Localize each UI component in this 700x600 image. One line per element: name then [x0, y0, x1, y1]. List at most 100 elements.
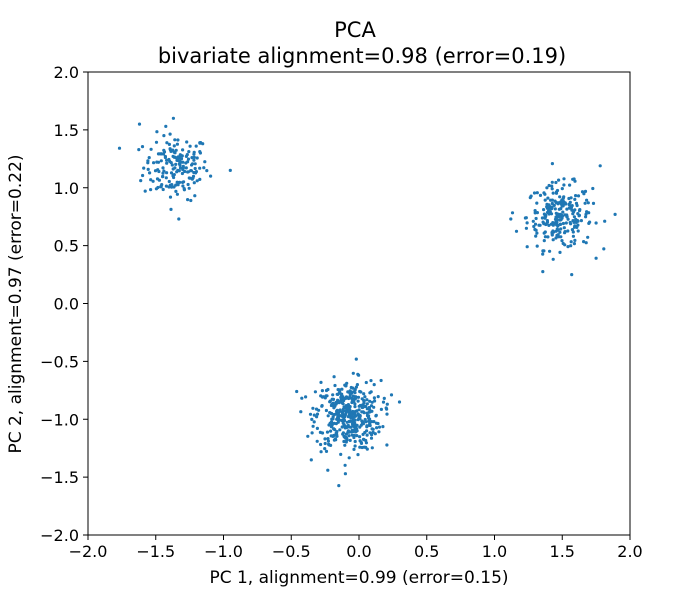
- data-point: [364, 445, 368, 449]
- data-point: [553, 199, 557, 203]
- data-point: [161, 174, 165, 179]
- data-point: [365, 407, 369, 411]
- data-point: [300, 396, 304, 400]
- data-point: [194, 144, 198, 148]
- data-point: [343, 463, 347, 467]
- data-point: [352, 447, 356, 451]
- data-point: [584, 212, 588, 216]
- data-point: [324, 449, 329, 453]
- data-point: [155, 160, 159, 164]
- data-point: [339, 393, 344, 397]
- data-point: [594, 221, 598, 225]
- data-point: [172, 175, 176, 180]
- data-point: [187, 176, 191, 180]
- data-point: [186, 157, 191, 161]
- data-point: [560, 239, 564, 243]
- data-point: [331, 397, 336, 401]
- data-point: [353, 439, 357, 444]
- data-point: [525, 245, 529, 249]
- data-point: [556, 228, 560, 232]
- data-point: [552, 203, 556, 207]
- data-point: [372, 383, 376, 387]
- y-tick-label: 0.0: [54, 295, 79, 314]
- data-point: [181, 166, 185, 170]
- data-point: [559, 227, 563, 231]
- data-point: [148, 171, 152, 175]
- x-tick-label: 0.5: [414, 542, 439, 561]
- data-point: [385, 402, 389, 406]
- data-point: [182, 187, 186, 191]
- data-point: [524, 226, 529, 230]
- data-point: [195, 179, 199, 183]
- data-point: [375, 426, 379, 430]
- data-point: [162, 148, 166, 152]
- data-point: [555, 218, 559, 222]
- data-point: [335, 392, 339, 396]
- data-point: [541, 252, 545, 256]
- x-tick-label: −2.0: [69, 542, 108, 561]
- data-point: [358, 417, 362, 421]
- data-point: [363, 417, 367, 422]
- data-point: [550, 180, 554, 184]
- data-point: [543, 215, 547, 219]
- data-point: [310, 417, 314, 421]
- data-point: [356, 395, 361, 399]
- data-point: [348, 393, 352, 397]
- data-point: [525, 221, 529, 225]
- data-point: [555, 188, 560, 193]
- data-point: [332, 375, 336, 379]
- data-point: [312, 420, 316, 424]
- data-point: [189, 198, 193, 203]
- data-point: [349, 430, 353, 434]
- data-point: [170, 163, 174, 167]
- data-point: [331, 401, 335, 405]
- data-point: [349, 385, 353, 390]
- data-point: [572, 210, 576, 214]
- data-point: [187, 150, 191, 154]
- data-point: [574, 201, 579, 205]
- data-point: [190, 156, 194, 160]
- data-point: [181, 160, 185, 164]
- data-point: [354, 385, 358, 389]
- data-point: [361, 422, 365, 426]
- data-point: [335, 409, 339, 413]
- data-point: [585, 198, 589, 202]
- data-point: [571, 230, 575, 234]
- data-point: [161, 152, 166, 156]
- data-point: [335, 430, 339, 434]
- data-point: [358, 439, 362, 443]
- x-tick-label: 1.0: [482, 542, 507, 561]
- data-point: [347, 412, 351, 417]
- data-point: [348, 438, 352, 442]
- data-point: [338, 408, 342, 412]
- data-point: [550, 201, 554, 206]
- data-point: [558, 218, 562, 222]
- data-point: [362, 399, 366, 403]
- data-point: [315, 426, 319, 430]
- y-tick-label: −0.5: [40, 352, 79, 371]
- data-point: [332, 406, 336, 410]
- data-point: [328, 400, 332, 404]
- data-point: [352, 433, 356, 437]
- data-point: [149, 147, 153, 151]
- data-point: [350, 413, 354, 417]
- data-point: [198, 141, 202, 145]
- data-point: [354, 357, 358, 361]
- data-point: [353, 405, 357, 409]
- data-point: [562, 177, 566, 181]
- data-point: [550, 233, 554, 237]
- data-point: [574, 194, 578, 198]
- data-point: [584, 241, 588, 245]
- data-point: [149, 178, 153, 182]
- data-point: [308, 412, 313, 416]
- data-point: [579, 219, 584, 223]
- data-point: [357, 373, 361, 377]
- data-point: [341, 402, 345, 406]
- data-point: [186, 170, 190, 174]
- data-point: [188, 144, 192, 148]
- data-point: [319, 450, 323, 454]
- data-point: [359, 441, 364, 445]
- x-axis-ticks: −2.0 −1.5 −1.0 −0.5 0.0 0.5 1.0 1.5 2.0: [69, 535, 643, 561]
- data-point: [549, 212, 554, 216]
- data-point: [314, 407, 319, 411]
